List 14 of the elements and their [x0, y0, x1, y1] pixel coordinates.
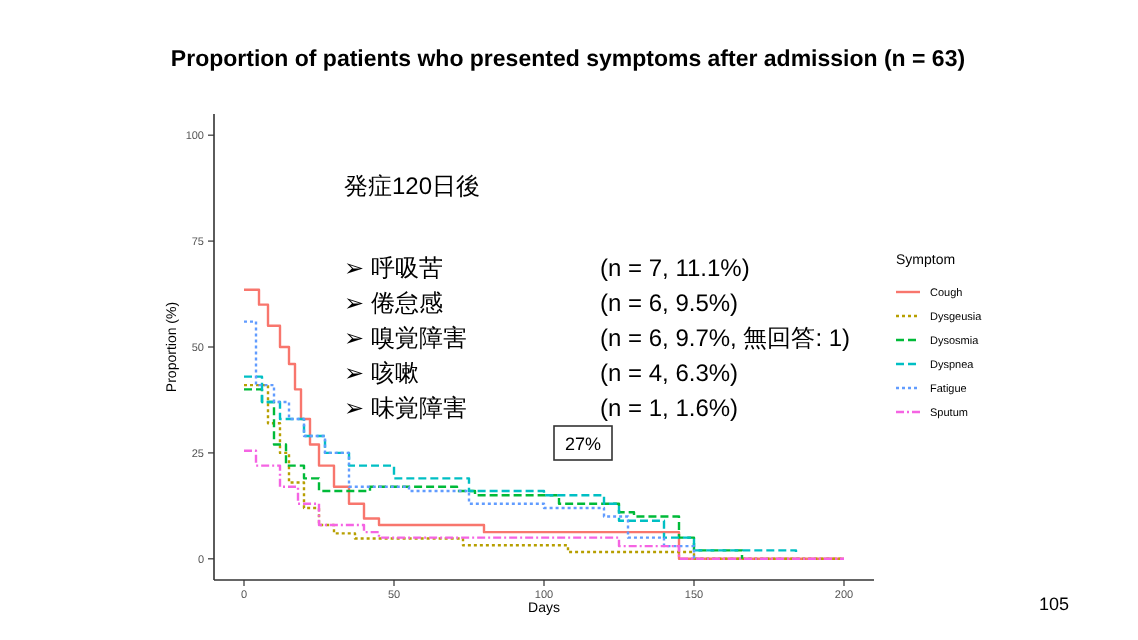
chart-title: Proportion of patients who presented symptoms after admission (n = 63) — [170, 48, 966, 72]
text: 105 — [1038, 594, 1070, 614]
annotation: ➢ 呼吸苦 — [344, 254, 443, 282]
annotation: (n = 4, 6.3%) — [600, 359, 739, 387]
annotation: ➢ 咳嗽 — [344, 359, 419, 387]
annotation: ➢ 味覚障害 — [344, 394, 467, 422]
annotation: 発症120日後 — [344, 172, 481, 200]
annotation: (n = 6, 9.7%, 無回答: 1) — [600, 324, 851, 352]
annotation: (n = 7, 11.1%) — [600, 254, 750, 282]
annotation: 27% — [564, 434, 602, 454]
annotation: ➢ 倦怠感 — [344, 289, 443, 317]
annotation: (n = 1, 1.6%) — [600, 394, 739, 422]
annotation: (n = 6, 9.5%) — [600, 289, 739, 317]
annotation: ➢ 嗅覚障害 — [344, 324, 467, 352]
